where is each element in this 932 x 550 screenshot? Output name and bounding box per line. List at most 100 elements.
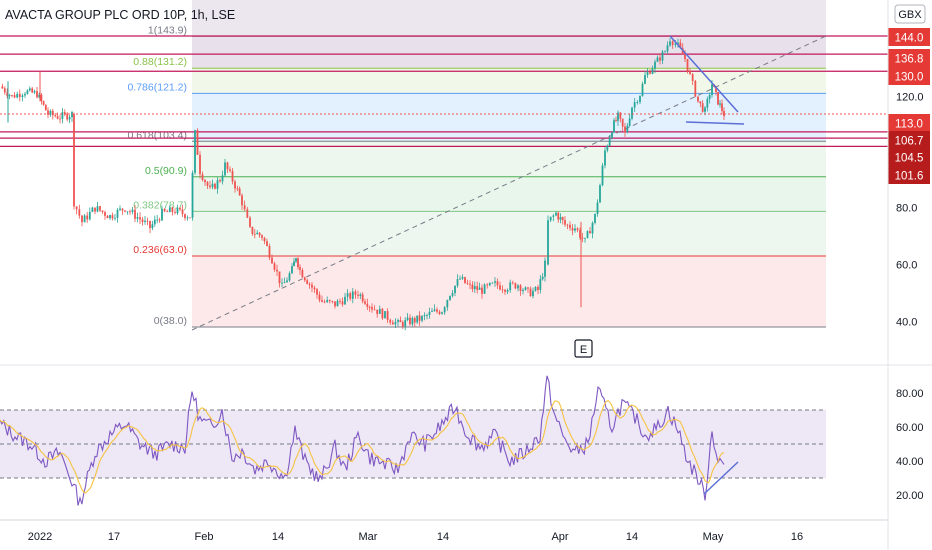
candle-body — [581, 237, 584, 239]
rsi-trend-line[interactable] — [703, 461, 739, 495]
candle-body — [557, 212, 560, 220]
candle-body — [694, 80, 697, 97]
candle-body — [426, 315, 428, 316]
price-tag — [888, 131, 930, 149]
candle-body — [519, 285, 522, 292]
candle-body — [706, 98, 709, 108]
candle-body — [158, 219, 161, 221]
price-tag — [888, 166, 930, 184]
candle-body — [376, 309, 379, 314]
candle-body — [679, 42, 682, 48]
candle-body — [478, 287, 481, 290]
candle-body — [524, 287, 527, 290]
support-trend-line[interactable] — [685, 121, 745, 125]
candle-body — [359, 294, 362, 296]
price-axis[interactable]: 40.0 60.0 80.0 120.0 — [896, 91, 924, 328]
fib-zone — [192, 68, 826, 94]
earnings-marker[interactable]: E — [574, 339, 593, 358]
candle-body — [139, 217, 141, 220]
candle-body — [81, 215, 83, 223]
candle-body — [411, 318, 414, 325]
candle-body — [66, 113, 69, 120]
candle-body — [211, 183, 214, 188]
candle-body — [615, 120, 617, 122]
candle-body — [522, 289, 524, 292]
candle-body — [584, 237, 586, 239]
candle-body — [349, 293, 352, 299]
candle-body — [454, 285, 456, 294]
time-axis-tick: 14 — [272, 531, 284, 543]
rsi-axis-tick: 80.00 — [896, 388, 924, 400]
candle-body — [311, 284, 313, 288]
candle-body — [708, 95, 711, 99]
candle-body — [11, 95, 13, 96]
candle-body — [44, 104, 47, 111]
price-axis-tick: 80.0 — [896, 203, 917, 215]
candle-body — [386, 311, 389, 320]
candle-body — [249, 217, 251, 227]
candle-body — [517, 285, 519, 289]
candle-body — [476, 286, 479, 290]
currency-badge[interactable]: GBX — [894, 4, 926, 24]
candle-body — [391, 322, 394, 325]
candle-body — [151, 224, 154, 229]
candle-body — [394, 321, 397, 325]
rsi-axis-tick: 20.00 — [896, 490, 924, 502]
candle-body — [689, 70, 691, 75]
candle-body — [421, 316, 423, 321]
candle-body — [166, 211, 169, 213]
candle-body — [328, 300, 331, 302]
candle-body — [286, 280, 288, 283]
candle-body — [295, 258, 297, 262]
candle-body — [651, 68, 654, 74]
time-axis-tick: Apr — [551, 531, 568, 543]
candle-body — [549, 216, 552, 221]
candle-body — [194, 130, 196, 173]
candle-body — [633, 102, 636, 108]
time-axis-tick: 16 — [791, 531, 803, 543]
time-axis[interactable]: 2022 17 Feb 14 Mar 14 Apr 14 May 16 — [28, 531, 803, 543]
candle-body — [416, 315, 419, 323]
candle-body — [49, 110, 52, 115]
candle-body — [466, 283, 469, 284]
time-axis-tick: Mar — [359, 531, 378, 543]
candle-body — [569, 224, 571, 229]
candle-body — [174, 212, 176, 213]
candle-body — [656, 57, 659, 62]
candle-body — [433, 309, 436, 312]
candle-body — [599, 185, 601, 203]
price-tag — [888, 148, 930, 166]
candle-body — [191, 172, 194, 218]
candle-body — [669, 41, 671, 46]
candle-body — [514, 283, 517, 289]
candle-body — [574, 228, 576, 231]
chart-title: AVACTA GROUP PLC ORD 10P, 1h, LSE — [5, 8, 235, 22]
candle-body — [368, 306, 371, 308]
candle-body — [126, 211, 129, 213]
candle-body — [606, 145, 609, 151]
candle-body — [509, 282, 512, 291]
candle-body — [488, 282, 491, 286]
candle-body — [163, 208, 166, 212]
candle-body — [224, 162, 226, 176]
candle-body — [649, 72, 651, 74]
fib-level-label: 0.786(121.2) — [127, 81, 187, 93]
candle-body — [617, 112, 619, 121]
candle-body — [119, 208, 121, 210]
price-tag — [888, 49, 930, 67]
fib-level-label: 0.5(90.9) — [145, 165, 187, 177]
candle-body — [323, 301, 326, 303]
candle-body — [361, 294, 364, 302]
candle-body — [146, 220, 149, 222]
candle-body — [443, 307, 446, 313]
candle-body — [36, 91, 38, 98]
descending-trend-line[interactable] — [669, 35, 739, 113]
price-tag-label: 144.0 — [895, 33, 924, 45]
candle-body — [258, 232, 261, 236]
fib-zone — [192, 211, 826, 256]
candle-body — [54, 115, 57, 117]
candle-body — [168, 207, 171, 213]
rsi-axis[interactable]: 80.00 60.00 40.00 20.00 — [896, 388, 924, 502]
candle-body — [717, 92, 719, 105]
candle-body — [3, 88, 6, 93]
